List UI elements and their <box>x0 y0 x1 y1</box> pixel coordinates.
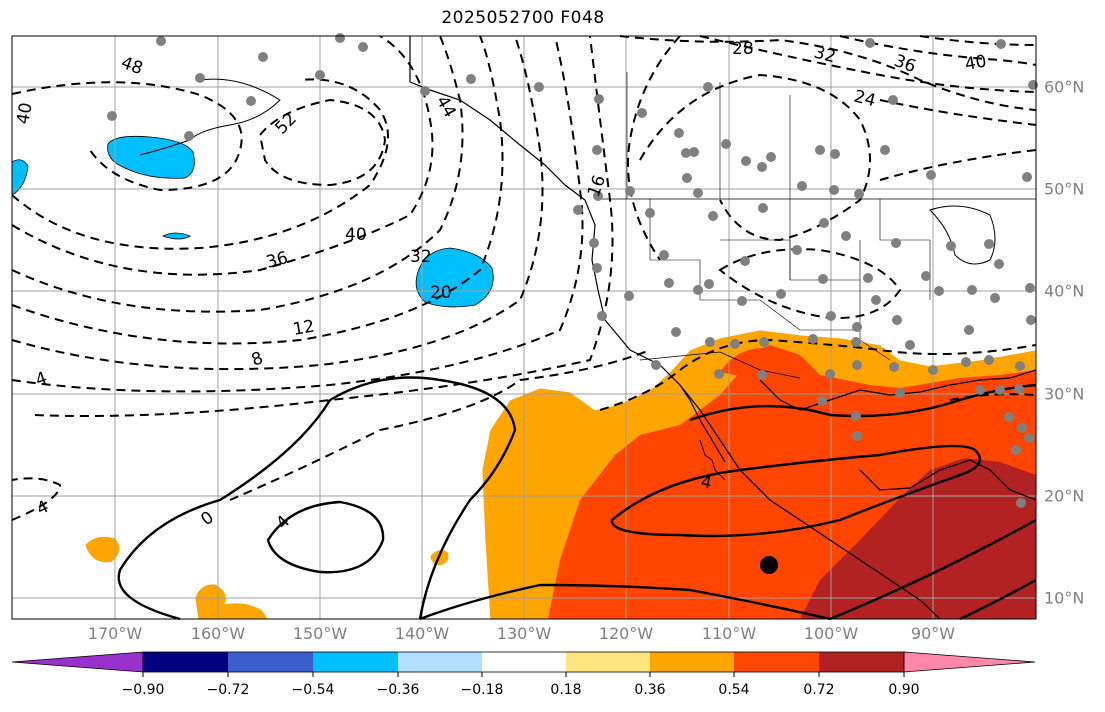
dark-red-region <box>800 458 1036 619</box>
lon-label: 110°W <box>701 624 757 643</box>
colorbar-segment <box>398 652 482 672</box>
colorbar-extend-right <box>903 651 1036 673</box>
blue-region-offshore <box>415 247 494 308</box>
lat-label: 30°N <box>1044 384 1085 404</box>
lon-label: 120°W <box>598 624 654 643</box>
red-orange-region-north <box>720 348 790 377</box>
lon-label: 170°W <box>87 624 143 643</box>
colorbar-tick-label: −0.72 <box>206 682 250 698</box>
center-marker <box>760 556 778 574</box>
colorbar-segment <box>566 652 650 672</box>
colorbar-tick-label: 0.90 <box>888 682 920 698</box>
contour-label: 40 <box>963 51 988 74</box>
filled-regions <box>11 135 1037 620</box>
colorbar-segment <box>482 652 566 672</box>
lat-label: 10°N <box>1044 588 1085 608</box>
lon-label: 140°W <box>394 624 450 643</box>
colorbar-tick-label: 0.18 <box>550 682 582 698</box>
colorbar-segment <box>734 652 819 672</box>
lon-label: 130°W <box>496 624 552 643</box>
lat-label: 50°N <box>1044 179 1085 199</box>
blue-region-tiny <box>161 232 191 240</box>
lon-label: 150°W <box>292 624 348 643</box>
contour-label: 40 <box>345 225 367 245</box>
blue-region-aleutian <box>107 135 195 179</box>
contour-label: 32 <box>410 247 432 267</box>
colorbar-segment <box>650 652 734 672</box>
colorbar-tick-label: 0.54 <box>718 682 750 698</box>
map-frame <box>11 35 1037 620</box>
lat-label: 60°N <box>1044 77 1085 97</box>
colorbar-tick-label: −0.90 <box>121 682 165 698</box>
colorbar-tick-label: −0.18 <box>460 682 504 698</box>
blue-region-small <box>11 159 29 195</box>
station-dots <box>107 33 1038 508</box>
lon-label: 100°W <box>803 624 859 643</box>
solid-contours <box>117 376 1037 621</box>
colorbar-segment <box>819 652 904 672</box>
contour-label: 12 <box>291 316 316 339</box>
colorbar-segment <box>228 652 313 672</box>
colorbar <box>11 651 1036 677</box>
colorbar-tick-label: 0.72 <box>803 682 835 698</box>
lat-label: 20°N <box>1044 486 1085 506</box>
orange-region-small-2 <box>194 583 269 620</box>
contour-label: 40 <box>13 101 36 126</box>
colorbar-extend-left <box>11 651 144 673</box>
colorbar-segment <box>143 652 228 672</box>
colorbar-tick-label: −0.54 <box>291 682 335 698</box>
contour-label: 4 <box>699 472 713 494</box>
map-title: 2025052700 F048 <box>441 8 605 28</box>
coastlines <box>139 36 1037 620</box>
lon-label: 90°W <box>910 624 956 643</box>
contour-label: 20 <box>430 283 452 303</box>
gridlines <box>12 36 1036 619</box>
dashed-contours <box>11 35 1037 521</box>
contour-label: 28 <box>732 39 754 59</box>
orange-region-small-1 <box>84 536 121 564</box>
colorbar-segment <box>313 652 398 672</box>
lat-label: 40°N <box>1044 281 1085 301</box>
colorbar-tick-label: −0.36 <box>376 682 420 698</box>
lon-label: 160°W <box>190 624 246 643</box>
colorbar-tick-label: 0.36 <box>634 682 666 698</box>
